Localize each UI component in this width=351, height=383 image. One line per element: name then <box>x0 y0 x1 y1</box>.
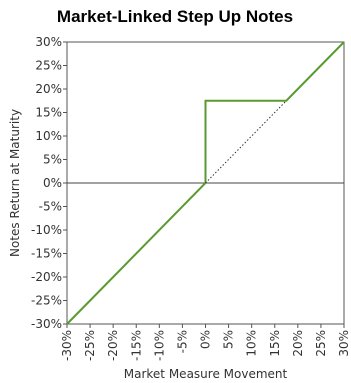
y-tick-label: -30% <box>31 317 62 331</box>
y-tick-label: 20% <box>35 82 62 96</box>
x-tick-label: -5% <box>175 330 189 353</box>
y-tick-label: 25% <box>35 59 62 73</box>
y-tick-label: -25% <box>31 294 62 308</box>
series-layer <box>66 41 345 325</box>
y-axis-label: Notes Return at Maturity <box>8 109 22 257</box>
x-tick-label: 25% <box>314 330 328 357</box>
y-tick-label: -5% <box>39 200 62 214</box>
x-tick-label: -30% <box>60 330 74 361</box>
x-axis-label: Market Measure Movement <box>124 367 288 381</box>
y-tick-label: 5% <box>43 153 62 167</box>
y-tick-label: -10% <box>31 223 62 237</box>
y-tick-label: 30% <box>35 35 62 49</box>
y-tick-label: 10% <box>35 129 62 143</box>
x-tick-label: 10% <box>245 330 259 357</box>
x-tick-label: 30% <box>337 330 351 357</box>
reference-line-dotted <box>205 100 287 184</box>
x-tick-label: 15% <box>268 330 282 357</box>
chart-title: Market-Linked Step Up Notes <box>57 7 293 26</box>
x-tick-label: -15% <box>129 330 143 361</box>
x-tick-label: 0% <box>199 330 213 349</box>
x-tick-label: -10% <box>152 330 166 361</box>
y-tick-label: 0% <box>43 176 62 190</box>
y-tick-label: -20% <box>31 270 62 284</box>
y-tick-label: -15% <box>31 247 62 261</box>
notes-payoff-line <box>66 41 345 325</box>
y-axis: 30% 25% 20% 15% 10% 5% 0% -5% -10% -15% -20% -25% -3… <box>31 35 67 331</box>
x-tick-label: 5% <box>222 330 236 349</box>
x-tick-label: -20% <box>106 330 120 361</box>
y-tick-label: 15% <box>35 106 62 120</box>
x-axis: -30% -25% -20% -15% -10% -5% 0% 5% 10% 15% 20% 25% 3… <box>60 324 351 361</box>
x-tick-label: 20% <box>291 330 305 357</box>
x-tick-label: -25% <box>83 330 97 361</box>
